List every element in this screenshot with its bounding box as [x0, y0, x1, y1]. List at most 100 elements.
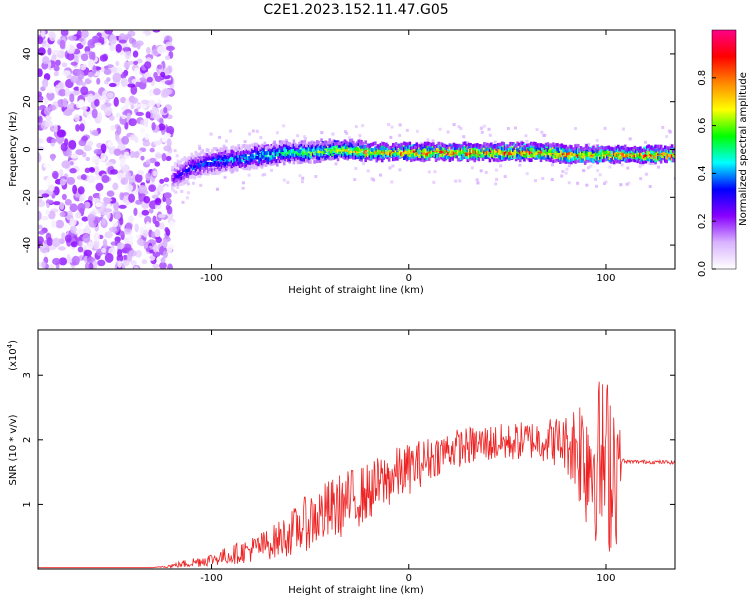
- y-tick-label: 3: [22, 372, 33, 378]
- heatmap-cell: [437, 141, 441, 146]
- heatmap-cell: [245, 159, 249, 163]
- heatmap-cell: [556, 149, 559, 154]
- heatmap-cell: [451, 145, 454, 150]
- heatmap-cell: [179, 182, 182, 186]
- heatmap-cell: [667, 129, 671, 133]
- heatmap-cell: [621, 152, 624, 157]
- heatmap-cell: [242, 162, 246, 167]
- heatmap-cell: [516, 148, 519, 152]
- heatmap-cell: [644, 153, 648, 158]
- heatmap-cell: [512, 142, 515, 146]
- heatmap-cell: [252, 148, 256, 153]
- heatmap-cell: [148, 89, 154, 97]
- heatmap-cell: [483, 144, 486, 148]
- heatmap-cell: [360, 140, 363, 144]
- heatmap-cell: [633, 145, 637, 150]
- heatmap-cell: [374, 146, 377, 151]
- heatmap-cell: [255, 149, 258, 154]
- heatmap-cell: [585, 156, 588, 160]
- heatmap-cell: [40, 86, 46, 92]
- heatmap-cell: [645, 145, 649, 150]
- heatmap-cell: [576, 159, 580, 163]
- heatmap-cell: [242, 156, 246, 161]
- heatmap-cell: [60, 30, 69, 37]
- heatmap-cell: [391, 153, 395, 158]
- heatmap-cell: [364, 150, 368, 154]
- heatmap-cell: [77, 71, 85, 80]
- heatmap-cell: [375, 145, 379, 150]
- heatmap-cell: [654, 152, 657, 157]
- heatmap-cell: [259, 136, 263, 140]
- heatmap-cell: [636, 150, 639, 155]
- heatmap-cell: [167, 263, 173, 269]
- heatmap-cell: [38, 262, 42, 268]
- heatmap-cell: [339, 152, 343, 157]
- heatmap-cell: [260, 146, 264, 150]
- heatmap-cell: [521, 153, 525, 157]
- heatmap-cell: [318, 149, 322, 154]
- heatmap-cell: [153, 140, 162, 146]
- heatmap-cell: [173, 179, 177, 184]
- heatmap-cell: [64, 87, 70, 97]
- heatmap-cell: [292, 160, 296, 165]
- heatmap-cell: [270, 153, 274, 157]
- heatmap-cell: [561, 170, 565, 174]
- heatmap-cell: [305, 146, 308, 150]
- heatmap-cell: [581, 159, 584, 163]
- heatmap-cell: [472, 156, 475, 161]
- heatmap-cell: [172, 172, 176, 177]
- heatmap-cell: [531, 154, 535, 158]
- heatmap-cell: [617, 156, 620, 160]
- heatmap-cell: [560, 149, 564, 154]
- colorbar-ticks: 0.00.20.40.60.8: [697, 70, 716, 277]
- heatmap-cell: [61, 62, 68, 68]
- heatmap-cell: [230, 159, 234, 164]
- heatmap-cell: [227, 155, 231, 160]
- heatmap-cell: [538, 148, 541, 153]
- heatmap-cell: [256, 143, 260, 148]
- heatmap-cell: [215, 187, 219, 191]
- heatmap-cell: [353, 152, 356, 156]
- heatmap-cell: [479, 169, 483, 173]
- heatmap-cell: [181, 200, 185, 204]
- heatmap-cell: [505, 144, 508, 148]
- heatmap-cell: [353, 178, 357, 182]
- heatmap-cell: [570, 145, 573, 149]
- heatmap-cell: [651, 147, 655, 151]
- heatmap-cell: [163, 185, 169, 193]
- heatmap-cell: [463, 154, 467, 158]
- heatmap-cell: [204, 159, 207, 164]
- heatmap-cell: [612, 156, 616, 161]
- heatmap-cell: [185, 196, 189, 200]
- heatmap-cell: [40, 30, 46, 38]
- heatmap-cell: [176, 159, 180, 164]
- heatmap-cell: [487, 153, 490, 158]
- heatmap-cell: [300, 180, 304, 184]
- snr-y-label: SNR (10 * v/v): [8, 414, 19, 485]
- heatmap-cell: [256, 151, 260, 155]
- heatmap-cell: [452, 142, 456, 147]
- heatmap-cell: [243, 140, 247, 144]
- heatmap-cell: [237, 151, 240, 156]
- heatmap-cell: [592, 145, 595, 150]
- heatmap-cell: [626, 149, 630, 154]
- heatmap-cell: [38, 36, 44, 45]
- heatmap-cell: [520, 155, 523, 160]
- heatmap-cell: [140, 103, 147, 109]
- heatmap-cell: [284, 153, 287, 158]
- heatmap-cell: [324, 140, 327, 145]
- heatmap-cell: [603, 151, 606, 156]
- heatmap-cell: [66, 176, 76, 185]
- heatmap-cell: [588, 158, 591, 163]
- heatmap-cell: [645, 150, 649, 155]
- heatmap-cell: [309, 143, 312, 148]
- heatmap-cell: [602, 182, 606, 186]
- heatmap-cell: [565, 146, 569, 150]
- heatmap-cell: [536, 151, 540, 155]
- heatmap-cell: [408, 149, 412, 154]
- heatmap-cell: [162, 250, 168, 259]
- heatmap-cell: [303, 144, 307, 149]
- heatmap-cell: [427, 142, 431, 146]
- heatmap-cell: [164, 80, 173, 86]
